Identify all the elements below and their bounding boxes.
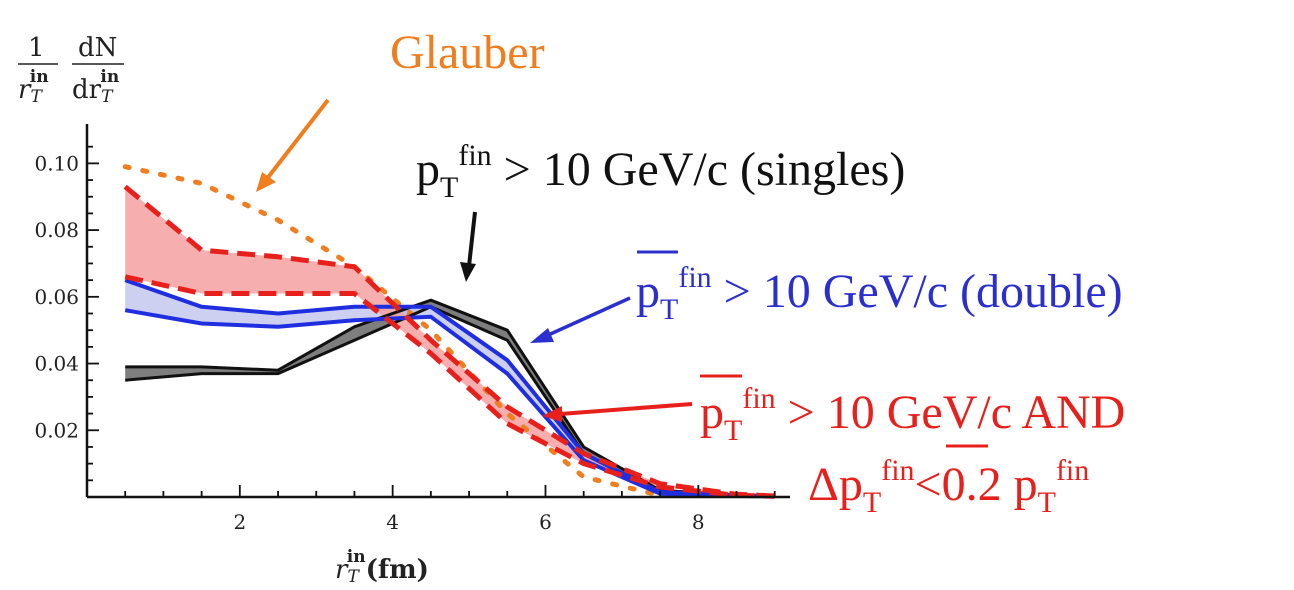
double-label: pTfin > 10 GeV/c (double)	[636, 261, 1123, 326]
series-line-singles-lower	[125, 305, 775, 498]
x-axis-label: rTin(fm)	[335, 547, 429, 587]
singles-arrowhead	[460, 262, 476, 282]
x-tick-label: 4	[386, 510, 399, 534]
y-tick-label: 0.06	[34, 285, 79, 309]
axes: 2 4 6 8 0.10 0.08 0.06 0.04 0.02	[34, 124, 790, 534]
y-tick-label: 0.02	[34, 418, 79, 442]
ylabel-num2: dN	[78, 33, 117, 63]
glauber-label: Glauber	[390, 26, 545, 79]
ylabel-den1: rTin	[18, 67, 49, 107]
plot-area	[122, 164, 775, 499]
glauber-arrowhead	[256, 172, 276, 192]
ylabel-den2: drTin	[72, 67, 119, 107]
double-arrowhead	[530, 328, 554, 343]
double-arrow	[545, 296, 631, 338]
glauber-arrow	[264, 98, 330, 182]
series-band-and	[125, 186, 775, 497]
singles-label: pTfin > 10 GeV/c (singles)	[416, 139, 905, 204]
series-line-glauber	[122, 164, 663, 498]
series-band-double	[125, 280, 775, 497]
y-axis-label: 1 rTin dN drTin	[18, 33, 124, 107]
ylabel-num1: 1	[28, 33, 45, 63]
y-tick-label: 0.08	[34, 218, 79, 242]
y-tick-label: 0.10	[34, 151, 79, 175]
and-arrowhead	[542, 406, 562, 422]
y-tick-label: 0.04	[34, 352, 79, 376]
and-label-line2: ΔpTfin<0.2 pTfin	[808, 454, 1089, 519]
x-tick-label: 6	[539, 510, 552, 534]
series-line-and-upper	[123, 184, 775, 499]
x-tick-label: 8	[692, 510, 705, 534]
and-arrow	[559, 402, 693, 416]
and-label-line1: pTfin > 10 GeV/c AND	[700, 382, 1125, 447]
singles-arrow	[467, 211, 477, 267]
x-tick-label: 2	[233, 510, 246, 534]
